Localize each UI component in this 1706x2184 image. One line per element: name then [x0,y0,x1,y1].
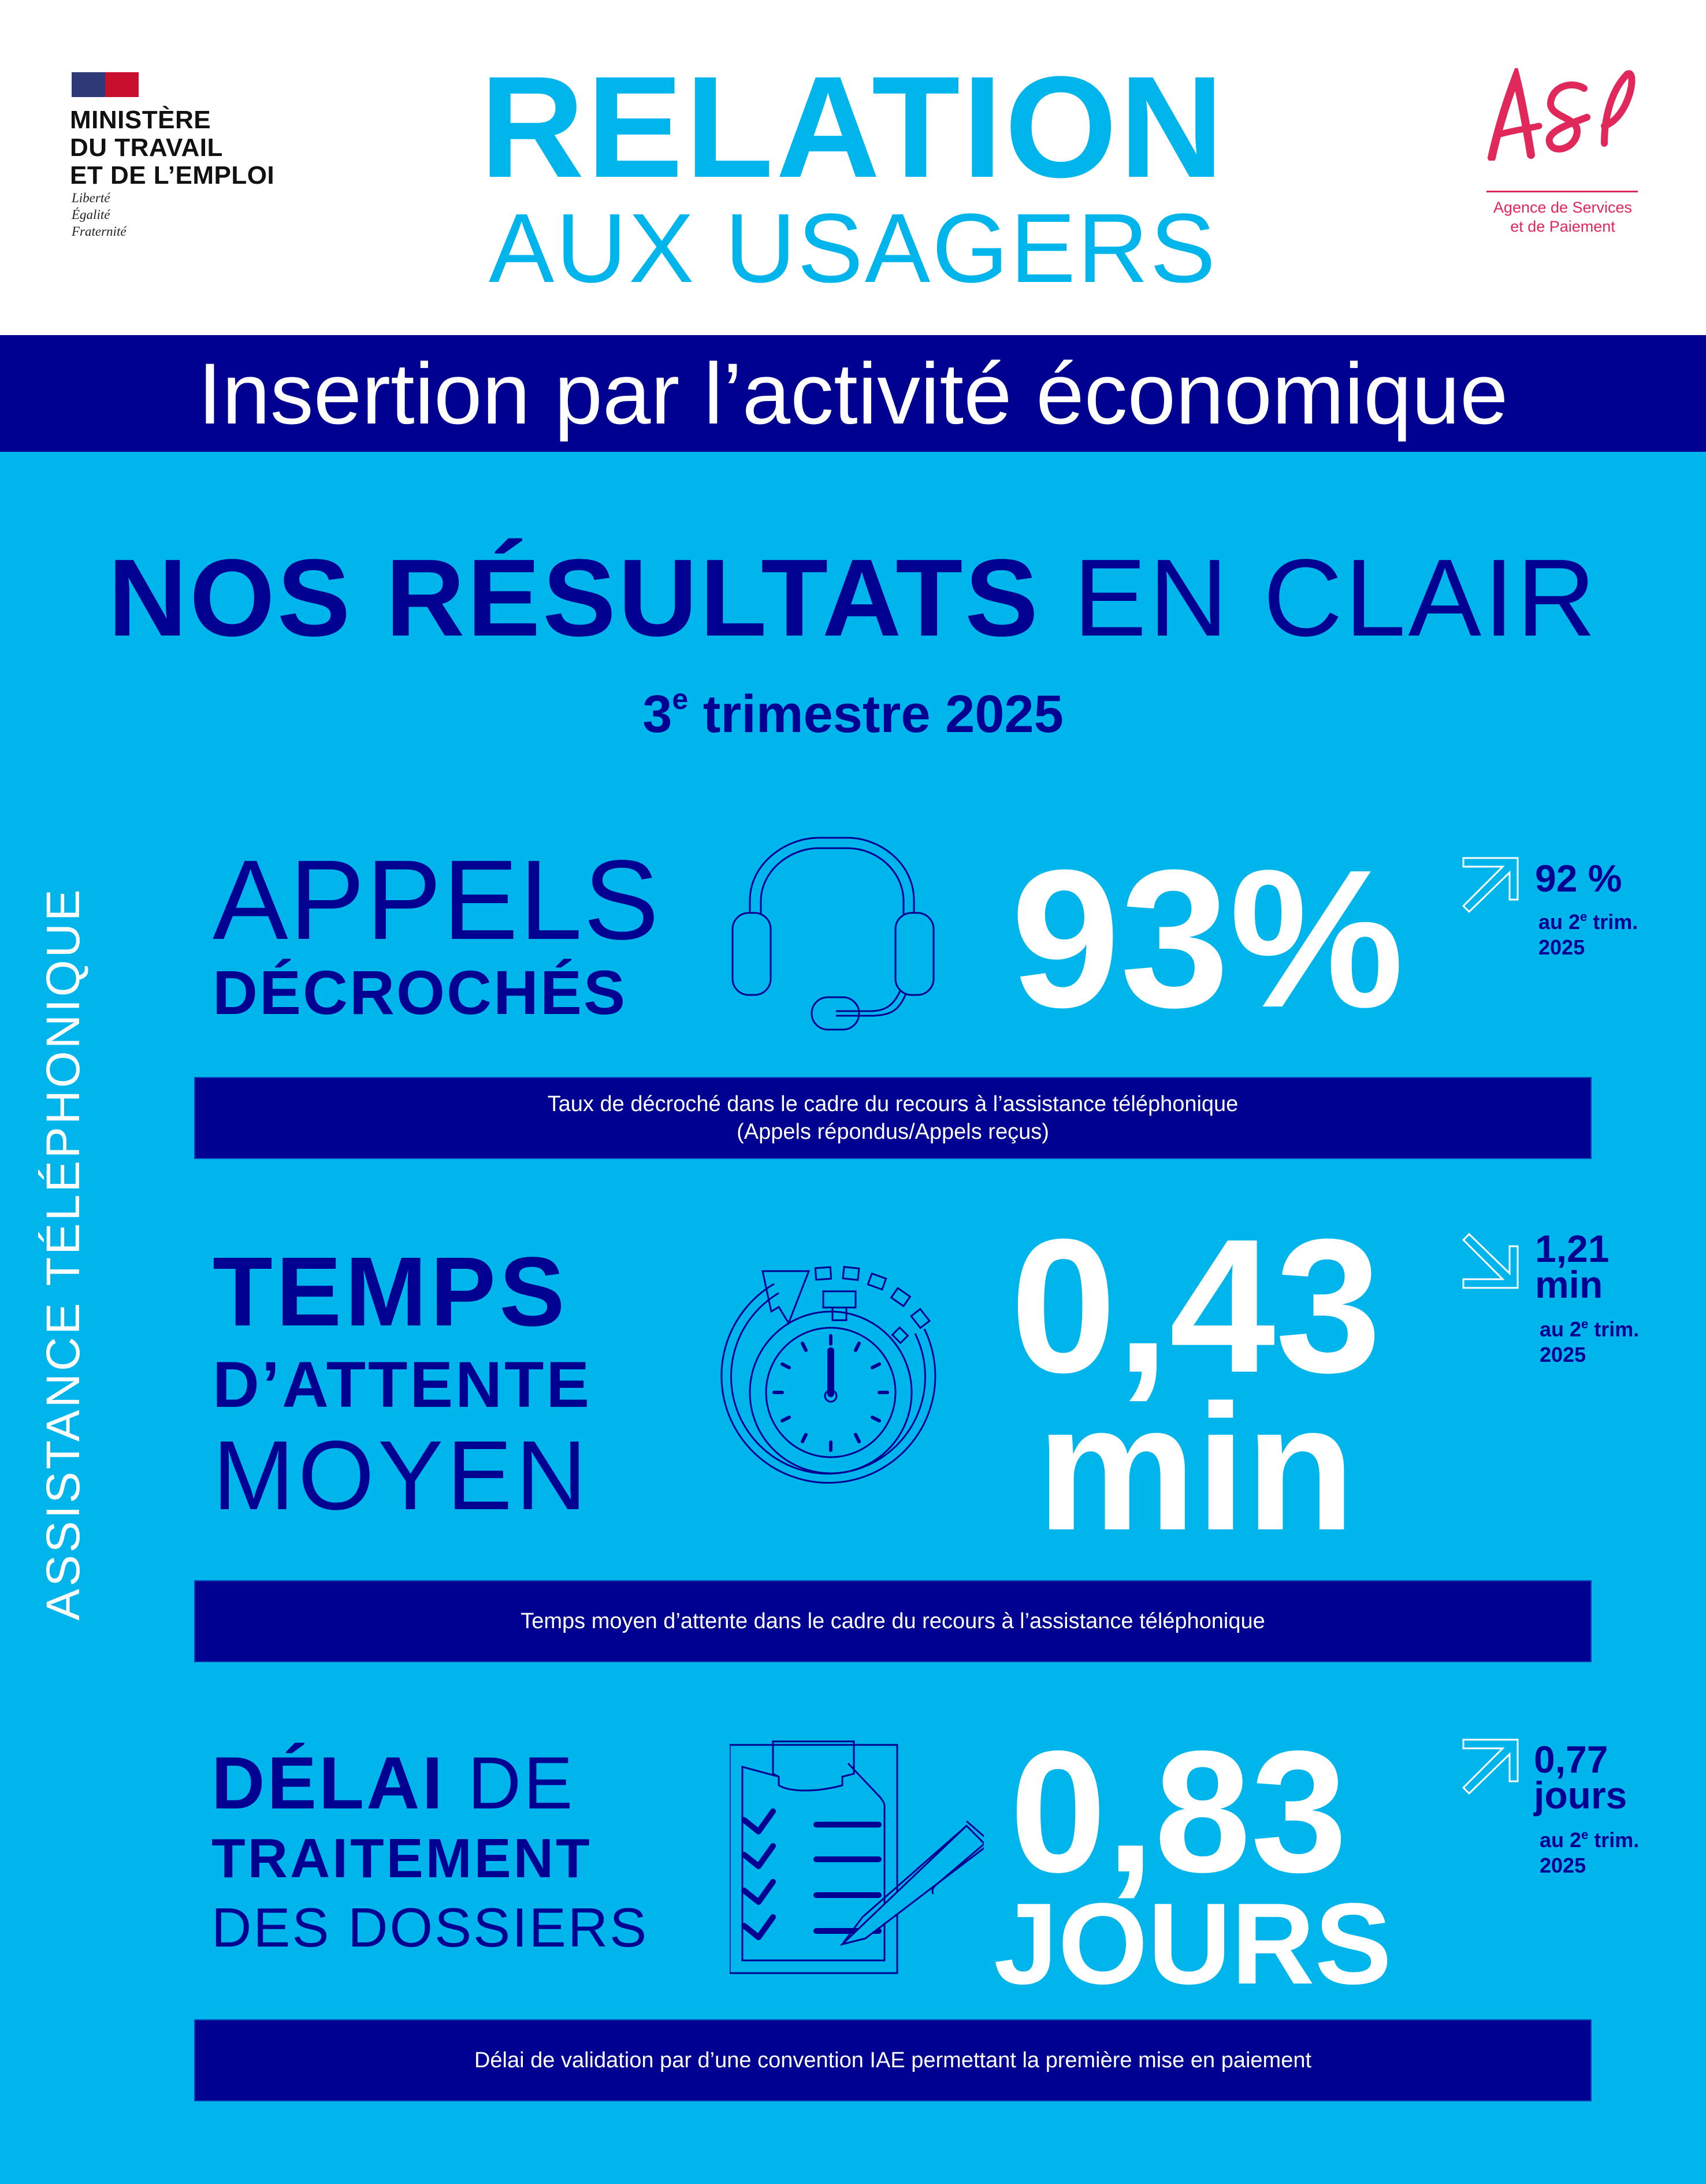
header [0,0,1706,335]
republic-motto: Liberté Égalité Fraternité [72,191,127,239]
stat-description-temps-attente: Temps moyen d’attente dans le cadre du r… [194,1580,1592,1662]
stat-value-delai-traitement: 0,83 JOURS [994,1714,1392,2008]
trend-up-arrow-icon [1462,857,1519,913]
stat-previous-delai-traitement: 0,77 jours au 2e trim. 2025 [1534,1738,1640,1877]
trend-down-arrow-icon [1462,1232,1519,1289]
stat-value-appels: 93% [1010,829,1404,1049]
page-title-line2: AUX USAGERS [488,194,1218,303]
stat-description-delai-traitement: Délai de validation par d’une convention… [194,2019,1592,2101]
results-heading: NOS RÉSULTATS EN CLAIR [107,537,1599,659]
stat-label-delai-traitement: DÉLAI DE TRAITEMENT DES DOSSIERS [211,1742,649,1959]
clipboard-checklist-icon [730,1740,984,1974]
stat-label-appels: APPELS DÉCROCHÉS [213,837,660,1028]
stat-description-appels: Taux de décroché dans le cadre du recour… [194,1077,1592,1159]
asp-subtitle: Agence de Services et de Paiement [1493,199,1633,235]
section-banner: Insertion par l’activité économique [0,335,1706,452]
marianne-flag-logo [72,72,139,97]
asp-divider [1486,191,1638,192]
stat-previous-appels: 92 % au 2e trim. 2025 [1535,857,1638,959]
headset-icon [731,837,935,1031]
trend-up-arrow-icon [1462,1739,1519,1795]
ministry-name: MINISTÈRE DU TRAVAIL ET DE L’EMPLOI [70,106,275,190]
asp-logo-icon [1488,68,1636,161]
stopwatch-icon [720,1266,936,1484]
stat-value-temps-attente: 0,43 min [1010,1199,1382,1568]
page-title-line1: RELATION [480,46,1226,207]
side-label-assistance-telephonique: ASSISTANCE TÉLÉPHONIQUE [37,887,90,1621]
quarter-label: 3e trimestre 2025 [642,683,1064,744]
stat-label-temps-attente: TEMPS D’ATTENTE MOYEN [213,1237,592,1531]
stat-previous-temps-attente: 1,21 min au 2e trim. 2025 [1535,1227,1640,1366]
